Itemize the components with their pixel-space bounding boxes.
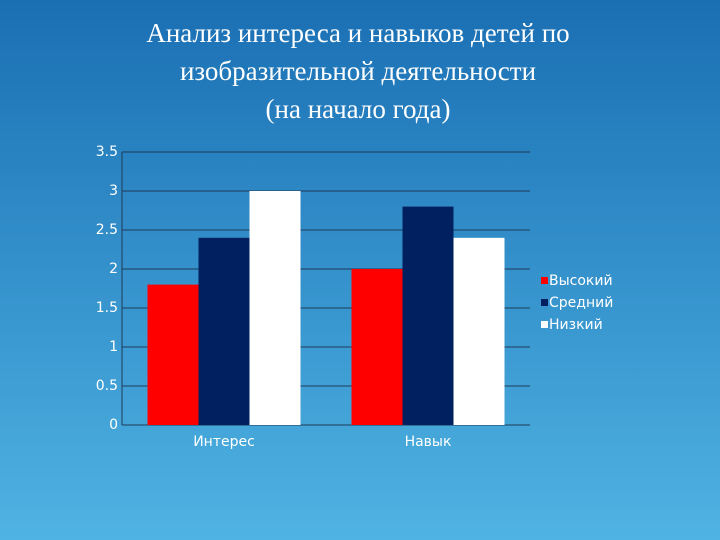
bar bbox=[402, 206, 454, 425]
bar bbox=[249, 191, 301, 425]
y-tick-label: 0.5 bbox=[96, 378, 118, 394]
y-tick-label: 0 bbox=[109, 417, 118, 433]
legend-swatch bbox=[541, 321, 548, 328]
bar bbox=[147, 284, 199, 425]
y-tick-label: 2.5 bbox=[96, 222, 118, 238]
title-line: изобразительной деятельности bbox=[180, 56, 536, 86]
bar bbox=[198, 237, 250, 425]
y-tick-label: 3.5 bbox=[96, 144, 118, 160]
legend-label: Низкий bbox=[549, 317, 603, 333]
legend-label: Высокий bbox=[549, 273, 613, 289]
y-tick-label: 1.5 bbox=[96, 300, 118, 316]
x-tick-label: Интерес bbox=[193, 434, 255, 450]
chart-title: Анализ интереса и навыков детей по изобра… bbox=[146, 18, 569, 124]
legend-swatch bbox=[541, 299, 548, 306]
x-tick-label: Навык bbox=[405, 434, 452, 450]
title-line: Анализ интереса и навыков детей по bbox=[146, 18, 569, 48]
bar bbox=[453, 237, 505, 425]
title-line: (на начало года) bbox=[266, 94, 451, 124]
legend-label: Средний bbox=[549, 295, 613, 311]
plot: 0 0.5 1 1.5 2 2.5 3 3.5 Интерес Навык Высокий Средн… bbox=[96, 144, 614, 450]
y-tick-label: 1 bbox=[109, 339, 118, 355]
bar bbox=[351, 269, 403, 425]
y-tick-label: 3 bbox=[109, 183, 118, 199]
legend-swatch bbox=[541, 277, 548, 284]
y-tick-label: 2 bbox=[109, 261, 118, 277]
